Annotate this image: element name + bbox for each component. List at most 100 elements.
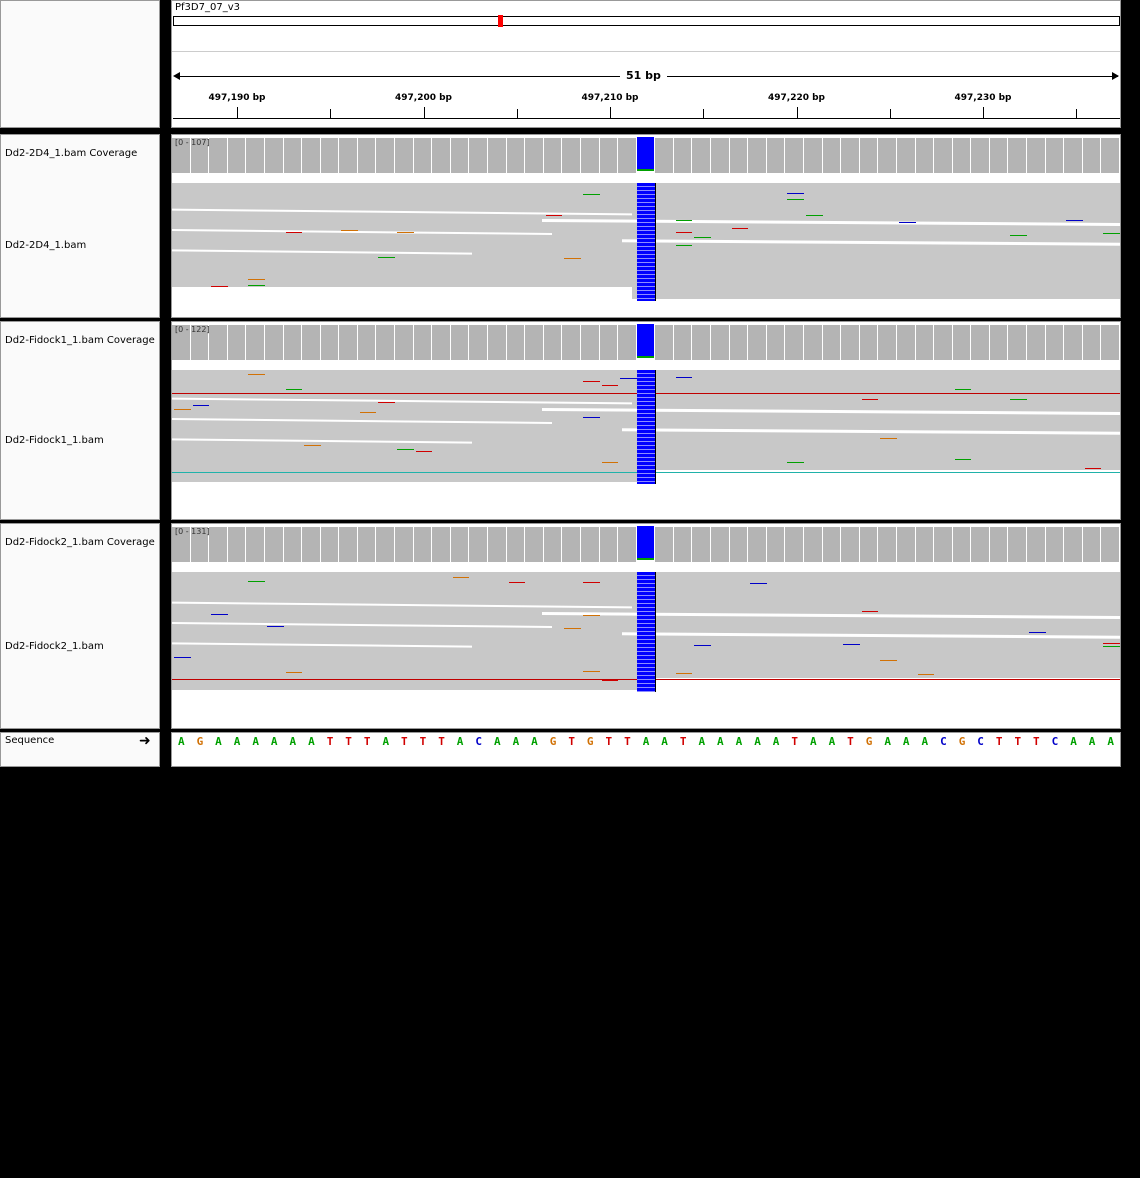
mismatch-mark[interactable] <box>675 232 693 233</box>
track3-coverage[interactable] <box>172 524 1120 562</box>
coverage-bar[interactable] <box>711 138 729 173</box>
coverage-bar[interactable] <box>450 138 469 173</box>
mismatch-mark[interactable] <box>582 381 600 382</box>
track3-data-panel[interactable]: [0 - 131] <box>171 523 1121 729</box>
track3-alignment-name[interactable]: Dd2-Fidock2_1.bam <box>5 641 104 652</box>
coverage-bar[interactable] <box>1045 325 1064 360</box>
coverage-bar[interactable] <box>209 527 227 562</box>
coverage-bar[interactable] <box>209 138 227 173</box>
mismatch-mark[interactable] <box>787 199 804 200</box>
mismatch-mark[interactable] <box>378 402 396 403</box>
coverage-bar[interactable] <box>915 138 934 173</box>
coverage-bar[interactable] <box>804 138 822 173</box>
coverage-bar[interactable] <box>227 138 246 173</box>
coverage-bar[interactable] <box>339 325 357 360</box>
mismatch-mark[interactable] <box>675 220 693 221</box>
mismatch-mark[interactable] <box>1103 233 1120 234</box>
coverage-bar[interactable] <box>618 138 636 173</box>
coverage-bar[interactable] <box>952 325 971 360</box>
coverage-bar[interactable] <box>618 527 636 562</box>
coverage-bar[interactable] <box>729 138 748 173</box>
mismatch-mark[interactable] <box>545 215 563 216</box>
coverage-bar[interactable] <box>357 325 376 360</box>
coverage-bar[interactable] <box>450 527 469 562</box>
coverage-bar[interactable] <box>896 325 915 360</box>
coverage-bar[interactable] <box>636 526 655 560</box>
coverage-bar[interactable] <box>915 527 934 562</box>
coverage-bar[interactable] <box>432 527 450 562</box>
mismatch-mark[interactable] <box>601 680 619 681</box>
coverage-bar[interactable] <box>1101 325 1119 360</box>
track2-alignment-name[interactable]: Dd2-Fidock1_1.bam <box>5 435 104 446</box>
coverage-bar[interactable] <box>618 325 636 360</box>
mismatch-mark[interactable] <box>861 611 879 612</box>
mismatch-mark[interactable] <box>397 232 414 233</box>
coverage-bar[interactable] <box>673 527 692 562</box>
mismatch-mark[interactable] <box>582 671 600 672</box>
track1-coverage-name[interactable]: Dd2-2D4_1.bam Coverage <box>5 148 138 159</box>
sequence-name-panel[interactable]: Sequence ➜ <box>0 732 160 767</box>
coverage-bar[interactable] <box>395 138 413 173</box>
coverage-bar[interactable] <box>841 325 859 360</box>
coverage-bar[interactable] <box>785 527 803 562</box>
coverage-bar[interactable] <box>1082 138 1101 173</box>
insertion-column[interactable] <box>636 572 656 692</box>
mismatch-mark[interactable] <box>192 405 210 406</box>
coverage-bar[interactable] <box>190 527 209 562</box>
coverage-bar[interactable] <box>822 527 841 562</box>
coverage-bar[interactable] <box>785 325 803 360</box>
coverage-bar[interactable] <box>748 527 766 562</box>
mismatch-mark[interactable] <box>843 644 860 645</box>
coverage-bar[interactable] <box>376 527 395 562</box>
coverage-bar[interactable] <box>413 527 432 562</box>
coverage-bar[interactable] <box>766 527 785 562</box>
coverage-bar[interactable] <box>673 138 692 173</box>
mismatch-mark[interactable] <box>675 377 693 378</box>
coverage-bar[interactable] <box>971 527 989 562</box>
mismatch-mark[interactable] <box>285 672 303 673</box>
coverage-bar[interactable] <box>711 325 729 360</box>
mismatch-mark[interactable] <box>285 389 303 390</box>
coverage-bar[interactable] <box>1008 527 1027 562</box>
coverage-bar[interactable] <box>227 325 246 360</box>
coverage-bar[interactable] <box>804 325 822 360</box>
coverage-bar[interactable] <box>1008 138 1027 173</box>
mismatch-mark[interactable] <box>620 378 637 379</box>
coverage-bar[interactable] <box>655 527 673 562</box>
mismatch-mark[interactable] <box>880 438 897 439</box>
mismatch-mark[interactable] <box>304 445 321 446</box>
mismatch-mark[interactable] <box>954 389 972 390</box>
coverage-bar[interactable] <box>636 324 655 358</box>
coverage-bar[interactable] <box>506 527 525 562</box>
track2-data-panel[interactable]: [0 - 122] <box>171 321 1121 520</box>
coverage-bar[interactable] <box>934 138 952 173</box>
coverage-bar[interactable] <box>525 527 543 562</box>
mismatch-mark[interactable] <box>1010 399 1028 400</box>
mismatch-mark[interactable] <box>694 645 712 646</box>
coverage-bar[interactable] <box>766 325 785 360</box>
mismatch-mark[interactable] <box>582 417 600 418</box>
coverage-bar[interactable] <box>357 527 376 562</box>
mismatch-mark[interactable] <box>564 628 581 629</box>
coverage-bar[interactable] <box>1082 527 1101 562</box>
coverage-bar[interactable] <box>506 138 525 173</box>
coverage-bar[interactable] <box>934 325 952 360</box>
coverage-bar[interactable] <box>878 138 896 173</box>
coverage-bar[interactable] <box>1064 325 1082 360</box>
coverage-bar[interactable] <box>320 138 339 173</box>
coverage-bar[interactable] <box>1027 325 1045 360</box>
coverage-bar[interactable] <box>878 325 896 360</box>
mismatch-mark[interactable] <box>341 230 358 231</box>
coverage-bar[interactable] <box>952 138 971 173</box>
coverage-bar[interactable] <box>971 138 989 173</box>
coverage-bar[interactable] <box>506 325 525 360</box>
insertion-column[interactable] <box>636 370 656 484</box>
coverage-bar[interactable] <box>488 325 506 360</box>
coverage-bar[interactable] <box>302 325 320 360</box>
coverage-bar[interactable] <box>302 527 320 562</box>
coverage-bar[interactable] <box>395 325 413 360</box>
coverage-bar[interactable] <box>432 325 450 360</box>
mismatch-mark[interactable] <box>248 279 265 280</box>
coverage-bar[interactable] <box>543 138 562 173</box>
track3-name-panel[interactable]: Dd2-Fidock2_1.bam Coverage Dd2-Fidock2_1… <box>0 523 160 729</box>
